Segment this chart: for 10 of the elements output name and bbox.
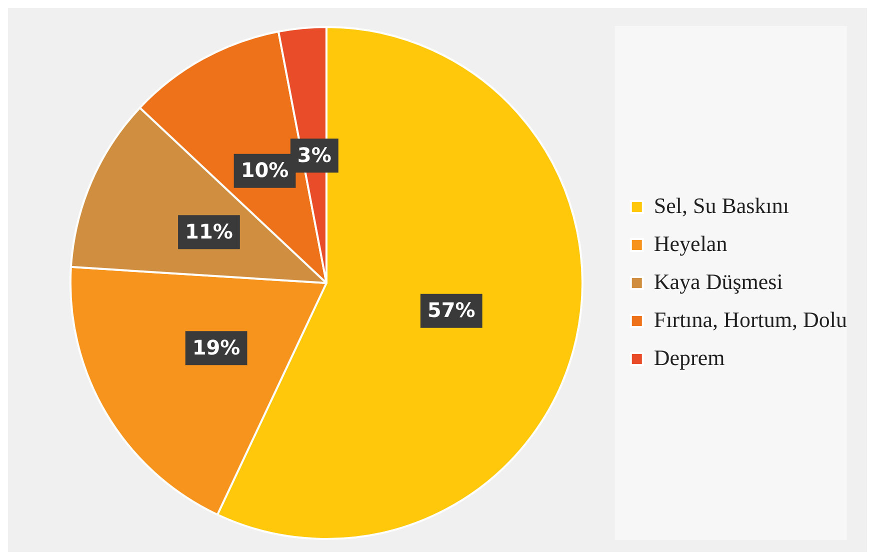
legend-label: Deprem — [654, 344, 725, 370]
data-label: 3% — [297, 142, 332, 167]
data-label: 11% — [185, 219, 233, 244]
data-label: 10% — [240, 158, 289, 182]
legend-label: Sel, Su Baskını — [654, 192, 789, 218]
legend-label: Kaya Düşmesi — [654, 268, 783, 294]
data-label: 19% — [192, 335, 240, 360]
data-label: 57% — [427, 298, 476, 322]
legend-label: Fırtına, Hortum, Dolu — [654, 306, 848, 332]
legend-label: Heyelan — [654, 230, 728, 256]
